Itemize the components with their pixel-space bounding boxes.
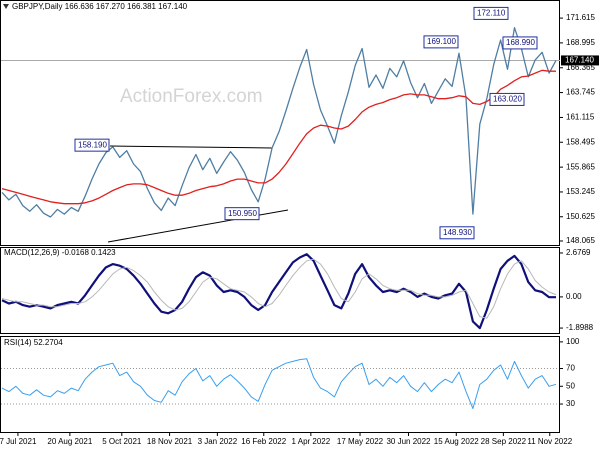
x-tick-label: 5 Oct 2021 [102,437,142,446]
series-line [1,69,556,205]
x-tick-label: 30 Jun 2022 [386,437,431,446]
annotation-box [489,92,525,106]
macd-panel [0,247,560,334]
y-tick-label: 100 [566,337,580,346]
price-title: GBPJPY,Daily 166.636 167.270 166.381 167… [12,2,188,11]
y-tick-label: 163.745 [566,88,595,97]
y-tick-label: 161.115 [566,113,595,122]
x-tick-label: 15 Aug 2022 [434,437,479,446]
x-tick-label: 1 Apr 2022 [292,437,331,446]
series-line [1,253,556,330]
last-price-label: 167.140 [565,56,594,65]
y-tick-label: 153.245 [566,187,595,196]
y-tick-label: 158.495 [566,137,595,146]
y-tick-label: 70 [566,364,575,373]
price-panel [0,0,560,246]
y-tick-label: 50 [566,381,575,390]
x-tick-label: 20 Aug 2021 [47,437,92,446]
watermark: ActionForex.com [120,86,263,107]
y-tick-label: 155.865 [566,162,595,171]
macd-title: MACD(12,26,9) -0.0168 0.1423 [4,248,116,257]
annotation-box [473,6,509,20]
annotation-box [502,36,538,50]
y-tick-label: 0.00 [566,292,582,301]
series-line [1,27,557,218]
last-price-box [561,55,599,66]
annotation-box [74,138,110,152]
y-tick-label: 150.625 [566,212,595,221]
x-tick-label: 28 Sep 2022 [481,437,527,446]
annotation-box [224,207,260,221]
y-tick-label: 166.365 [566,63,595,72]
y-tick-label: 168.995 [566,38,595,47]
series-line [1,358,557,409]
annotation-label: 163.020 [493,95,522,104]
x-tick-label: 11 Nov 2022 [527,437,572,446]
rsi-title: RSI(14) 52.2704 [4,338,63,347]
trend-line [109,145,273,149]
annotation-box [423,35,459,49]
y-tick-label: 171.615 [566,13,595,22]
y-tick-label: 2.6769 [566,248,591,257]
x-tick-label: 3 Jan 2022 [198,437,238,446]
x-tick-label: 16 Feb 2022 [241,437,286,446]
x-tick-label: 7 Jul 2021 [0,437,37,446]
annotation-label: 172.110 [477,9,506,18]
annotation-box [439,226,475,240]
annotation-label: 158.190 [78,140,107,149]
symbol-icon [3,4,9,9]
annotation-label: 168.990 [506,38,535,47]
annotation-label: 150.950 [228,209,257,218]
series-line [1,258,557,319]
rsi-panel [0,336,560,433]
annotation-label: 169.100 [427,37,456,46]
y-tick-label: -1.8988 [566,323,594,332]
x-tick-label: 17 May 2022 [337,437,384,446]
y-tick-label: 30 [566,399,575,408]
annotation-label: 148.930 [443,228,472,237]
x-tick-label: 18 Nov 2021 [147,437,193,446]
y-tick-label: 148.065 [566,236,595,245]
